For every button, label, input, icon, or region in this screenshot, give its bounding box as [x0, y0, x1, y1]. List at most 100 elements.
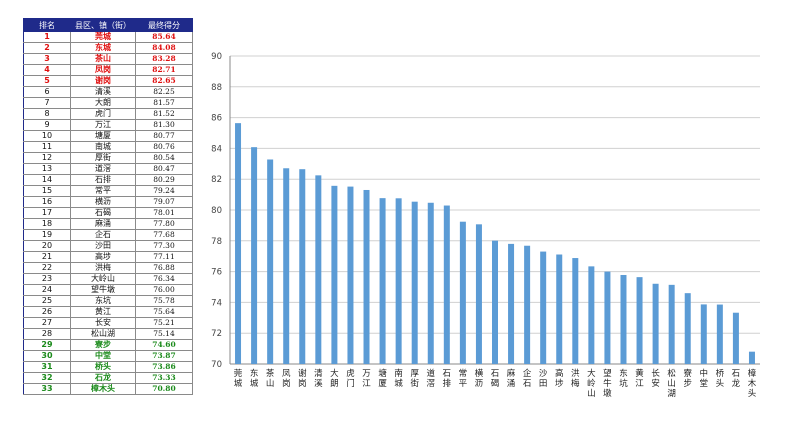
table-row: 5 谢岗 82.65	[23, 75, 193, 87]
x-tick-label: 莞城	[234, 368, 243, 389]
name-cell: 寮步	[70, 339, 136, 351]
table-row: 22 洪梅 76.88	[23, 262, 193, 274]
x-tick-label: 松山湖	[667, 368, 676, 399]
rank-cell: 10	[23, 130, 71, 142]
score-cell: 84.08	[135, 42, 193, 54]
score-cell: 85.64	[135, 31, 193, 43]
y-tick-label: 90	[211, 52, 222, 62]
x-tick-label: 道滘	[426, 368, 435, 389]
name-cell: 道滘	[70, 163, 136, 175]
rank-cell: 4	[23, 64, 71, 76]
x-tick-label: 樟木头	[748, 368, 757, 399]
name-cell: 桥头	[70, 361, 136, 373]
name-cell: 企石	[70, 229, 136, 241]
y-tick-label: 70	[211, 360, 222, 370]
name-cell: 洪梅	[70, 262, 136, 274]
y-tick-label: 74	[211, 298, 222, 308]
rank-cell: 17	[23, 207, 71, 219]
score-cell: 75.78	[135, 295, 193, 307]
name-cell: 东坑	[70, 295, 136, 307]
name-cell: 茶山	[70, 53, 136, 65]
table-row: 19 企石 77.68	[23, 229, 193, 241]
score-cell: 76.88	[135, 262, 193, 274]
score-cell: 80.47	[135, 163, 193, 175]
bar	[684, 293, 691, 364]
score-cell: 81.52	[135, 108, 193, 120]
bar	[235, 123, 242, 364]
name-cell: 东城	[70, 42, 136, 54]
name-cell: 樟木头	[70, 383, 136, 395]
table-row: 4 凤岗 82.71	[23, 64, 193, 76]
rank-cell: 23	[23, 273, 71, 285]
name-cell: 凤岗	[70, 64, 136, 76]
name-cell: 虎门	[70, 108, 136, 120]
x-tick-label: 常平	[459, 368, 468, 389]
rank-cell: 16	[23, 196, 71, 208]
table-row: 24 望牛墩 76.00	[23, 284, 193, 296]
score-cell: 77.80	[135, 218, 193, 230]
table-row: 8 虎门 81.52	[23, 108, 193, 120]
rank-cell: 22	[23, 262, 71, 274]
x-tick-label: 东坑	[619, 368, 628, 389]
name-cell: 石排	[70, 174, 136, 186]
bar	[556, 254, 563, 364]
score-cell: 70.80	[135, 383, 193, 395]
rank-cell: 29	[23, 339, 71, 351]
name-cell: 厚街	[70, 152, 136, 164]
table-row: 29 寮步 74.60	[23, 339, 193, 351]
name-cell: 高埗	[70, 251, 136, 263]
rank-cell: 13	[23, 163, 71, 175]
table-row: 32 石龙 73.33	[23, 372, 193, 384]
table-row: 2 东城 84.08	[23, 42, 193, 54]
bar	[508, 243, 515, 364]
bar	[459, 221, 466, 364]
table-row: 9 万江 81.30	[23, 119, 193, 131]
score-cell: 81.57	[135, 97, 193, 109]
y-tick-label: 78	[211, 237, 222, 247]
x-tick-label: 厚街	[410, 369, 419, 389]
rank-cell: 31	[23, 361, 71, 373]
rank-cell: 6	[23, 86, 71, 98]
rank-cell: 8	[23, 108, 71, 120]
x-tick-label: 寮步	[683, 368, 692, 389]
bar	[636, 277, 643, 364]
x-tick-label: 石碣	[491, 369, 500, 389]
x-tick-label: 长安	[651, 368, 660, 389]
rank-cell: 21	[23, 251, 71, 263]
rank-cell: 32	[23, 372, 71, 384]
score-cell: 73.86	[135, 361, 193, 373]
name-cell: 望牛墩	[70, 284, 136, 296]
name-cell: 谢岗	[70, 75, 136, 87]
x-tick-label: 谢岗	[298, 368, 307, 389]
score-cell: 75.14	[135, 328, 193, 340]
score-cell: 77.11	[135, 251, 193, 263]
x-tick-label: 石龙	[732, 369, 741, 389]
rank-cell: 12	[23, 152, 71, 164]
bar	[572, 258, 579, 364]
bar	[363, 189, 370, 364]
rank-cell: 11	[23, 141, 71, 153]
x-tick-label: 东城	[250, 368, 259, 389]
bar-chart: 70 72 74 76 78 80 82 84 86 88 90 莞城东城茶山凤岗谢岗清溪大朗虎门万…	[211, 52, 760, 399]
table-row: 10 塘厦 80.77	[23, 130, 193, 142]
bar	[716, 304, 723, 364]
bar	[748, 351, 755, 364]
x-tick-label: 塘厦	[378, 368, 387, 389]
rank-cell: 24	[23, 284, 71, 296]
score-cell: 80.76	[135, 141, 193, 153]
name-cell: 麻涌	[70, 218, 136, 230]
x-tick-label: 桥头	[716, 368, 725, 389]
name-cell: 万江	[70, 119, 136, 131]
bar	[331, 185, 338, 364]
name-cell: 松山湖	[70, 328, 136, 340]
x-tick-label: 清溪	[314, 368, 323, 389]
y-tick-label: 88	[211, 83, 222, 93]
table-row: 3 茶山 83.28	[23, 53, 193, 65]
score-cell: 83.28	[135, 53, 193, 65]
table-row: 23 大岭山 76.34	[23, 273, 193, 285]
table-row: 31 桥头 73.86	[23, 361, 193, 373]
name-cell: 南城	[70, 141, 136, 153]
bar	[427, 202, 434, 364]
name-cell: 中堂	[70, 350, 136, 362]
rank-cell: 30	[23, 350, 71, 362]
